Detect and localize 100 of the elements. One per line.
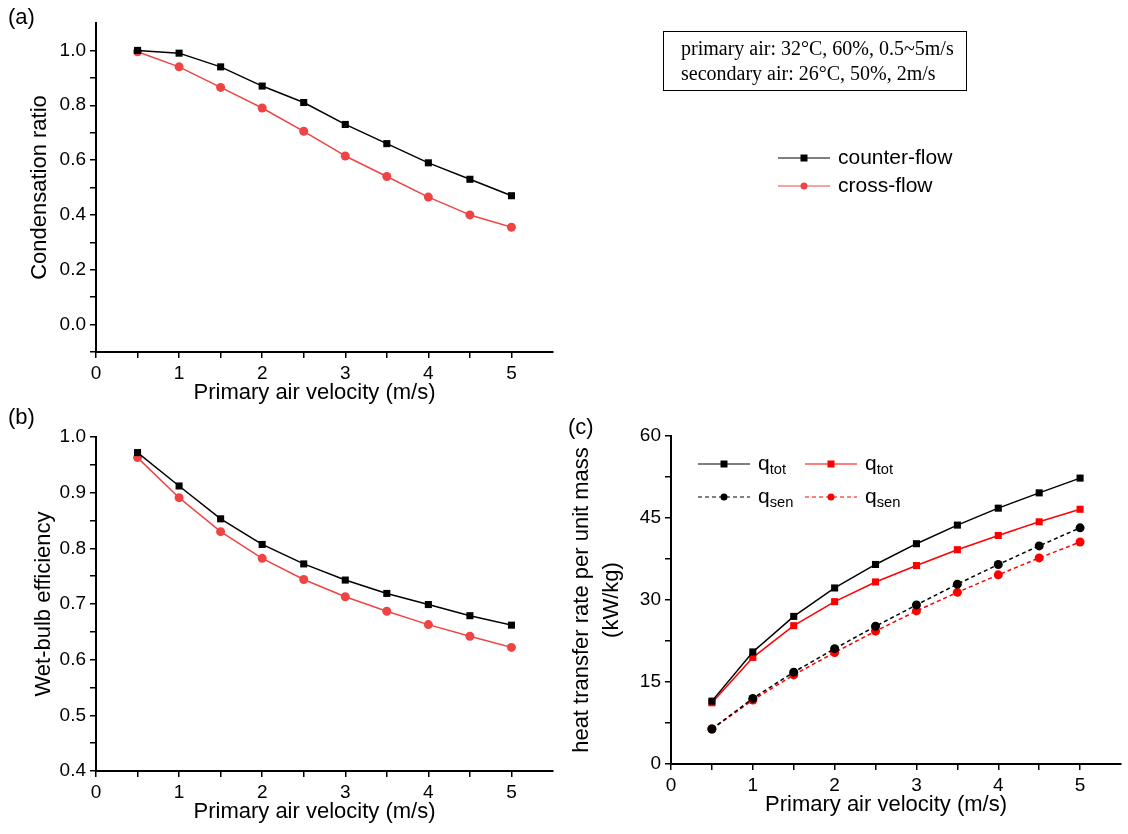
point (507, 621, 515, 629)
point (423, 192, 433, 202)
y-tick-label: 0.5 (59, 703, 86, 725)
point (258, 540, 266, 548)
point (217, 63, 225, 71)
point (790, 622, 798, 630)
point (465, 631, 475, 641)
point (872, 560, 880, 568)
y-tick-label: 0.0 (59, 312, 86, 334)
point (506, 222, 516, 232)
y-tick-label: 30 (639, 588, 661, 610)
y-tick-label: 0.4 (59, 203, 87, 225)
point (382, 172, 392, 182)
chart-title: (c) (568, 414, 594, 439)
legend-label: counter-flow (838, 144, 954, 168)
point (790, 612, 798, 620)
point (749, 648, 757, 656)
point (466, 612, 474, 620)
y-axis-title: heat transfer rate per unit mass (kW/kg) (568, 447, 623, 753)
point (912, 562, 920, 570)
point (257, 103, 267, 113)
point (1035, 489, 1043, 497)
point (872, 578, 880, 586)
y-tick-label: 0.7 (59, 592, 86, 614)
y-tick-label: 1.0 (59, 425, 86, 447)
point (831, 598, 839, 606)
y-tick-label: 0.4 (59, 759, 87, 781)
point (1075, 537, 1085, 547)
point (216, 527, 226, 537)
point (912, 540, 920, 548)
point (953, 546, 961, 554)
point (341, 120, 349, 128)
point (1034, 553, 1044, 563)
y-tick-label: 60 (639, 424, 661, 446)
point (174, 62, 184, 72)
point (382, 606, 392, 616)
point (217, 515, 225, 523)
point (299, 126, 309, 136)
x-tick-label: 1 (747, 773, 759, 795)
point (383, 140, 391, 148)
point (1076, 474, 1084, 482)
point (300, 98, 308, 107)
point (507, 192, 515, 200)
x-tick-label: 5 (1074, 773, 1086, 795)
x-tick-label: 1 (173, 780, 185, 802)
point (1035, 518, 1043, 526)
point (257, 553, 267, 563)
x-tick-label: 5 (506, 780, 517, 802)
point (952, 587, 962, 597)
point (424, 159, 432, 167)
x-tick-label: 0 (665, 773, 677, 795)
y-tick-label: 1.0 (59, 38, 86, 60)
point (300, 560, 308, 568)
y-axis-title: Wet-bulb efficiency (30, 511, 55, 697)
point (175, 482, 183, 490)
point (174, 493, 184, 503)
y-tick-label: 0 (650, 752, 661, 774)
point (994, 504, 1002, 512)
point (831, 584, 839, 592)
point (1034, 541, 1044, 551)
y-tick-label: 0.9 (59, 480, 86, 502)
y-tick-label: 0.6 (59, 647, 86, 669)
text: secondary air: 26°C, 50%, 2m/s (681, 61, 937, 86)
point (465, 210, 475, 220)
point (175, 49, 183, 57)
y-tick-label: 0.2 (59, 257, 86, 279)
x-tick-label: 0 (90, 361, 102, 383)
point (953, 521, 961, 529)
y-tick-label: 15 (639, 670, 661, 692)
y-axis-title: Condensation ratio (26, 95, 51, 280)
x-tick-label: 0 (90, 780, 102, 802)
point (424, 601, 432, 609)
point (423, 620, 433, 630)
x-tick-label: 1 (173, 361, 185, 383)
y-tick-label: 45 (639, 506, 661, 528)
legend-label: cross-flow (838, 172, 934, 196)
point (340, 151, 350, 161)
point (871, 621, 881, 631)
point (993, 559, 1003, 569)
x-tick-label: 5 (506, 361, 517, 383)
y-tick-label: 0.8 (59, 93, 86, 115)
point (1076, 505, 1084, 513)
point (1075, 523, 1085, 533)
point (258, 82, 266, 90)
chart-title: (b) (8, 404, 35, 429)
point (911, 600, 921, 610)
point (299, 575, 309, 585)
point (134, 449, 142, 457)
point (993, 570, 1003, 580)
text: primary air: 32°C, 60%, 0.5~5m/s (681, 36, 954, 61)
y-tick-label: 0.8 (59, 536, 86, 558)
point (994, 531, 1002, 540)
point (506, 642, 516, 652)
y-tick-label: 0.6 (59, 148, 86, 170)
point (341, 576, 349, 584)
point (383, 589, 391, 597)
point (340, 592, 350, 602)
point (466, 175, 474, 183)
chart-title: (a) (8, 4, 35, 29)
point (216, 82, 226, 92)
